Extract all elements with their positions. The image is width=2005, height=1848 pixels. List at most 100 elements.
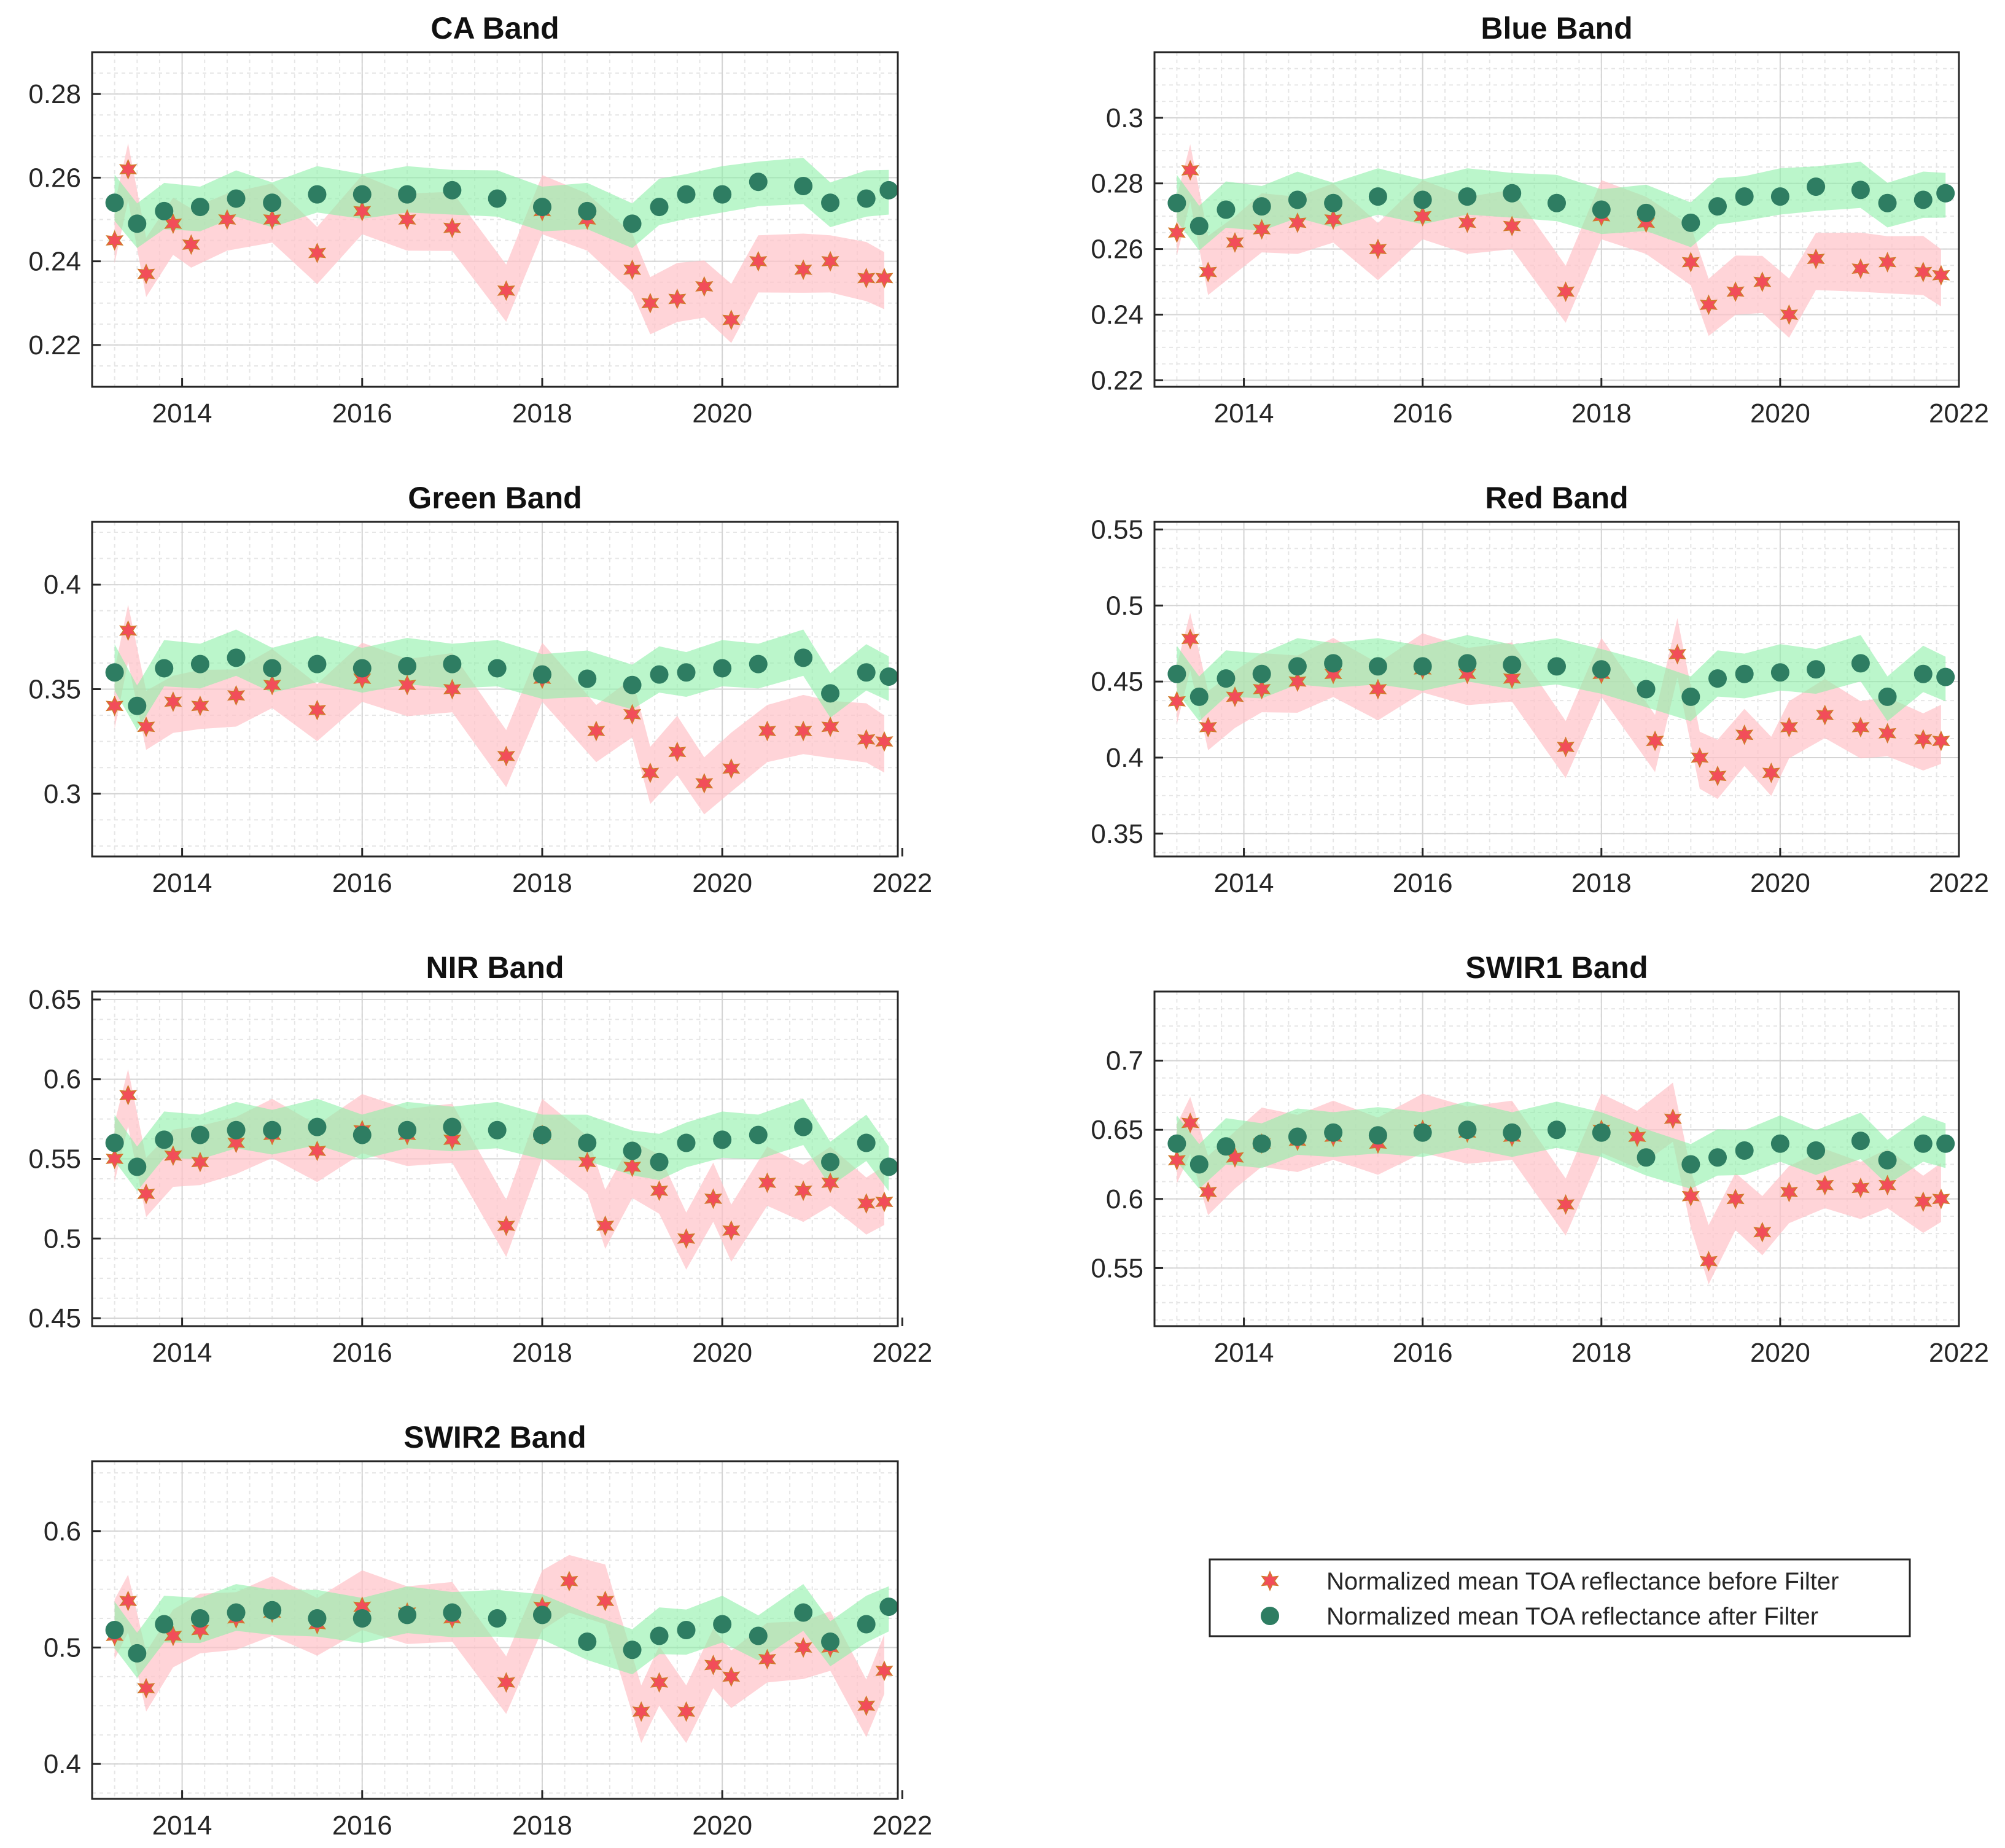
before-filter-point	[106, 1148, 124, 1170]
before-filter-point	[191, 1151, 209, 1173]
after-filter-point	[443, 1117, 462, 1136]
after-filter-point	[1548, 657, 1566, 676]
before-filter-point	[722, 1666, 741, 1687]
y-tick-label: 0.7	[1106, 1046, 1143, 1076]
after-filter-point	[398, 1120, 417, 1139]
after-filter-point	[1851, 654, 1870, 673]
panel-green-band: 2014 2016 2018 2020 2022 0.3 0.35 0.4 Green Band	[28, 481, 932, 898]
before-filter-point	[1851, 716, 1870, 738]
after-filter-point	[713, 1130, 732, 1149]
before-filter-point	[1167, 691, 1186, 712]
after-filter-point	[1770, 1134, 1789, 1153]
before-filter-point	[1664, 1108, 1682, 1130]
before-filter-point	[1807, 248, 1825, 270]
before-filter-point	[1199, 1181, 1217, 1203]
after-filter-point	[821, 193, 840, 212]
after-filter-point	[1252, 664, 1271, 683]
after-filter-point	[578, 1133, 597, 1152]
before-filter-point	[857, 1695, 876, 1717]
before-filter-point	[1288, 671, 1307, 692]
before-filter-point	[1628, 1126, 1646, 1147]
after-filter-point	[1914, 664, 1933, 683]
before-filter-point	[1199, 716, 1217, 738]
x-tick-label: 2014	[1214, 398, 1274, 429]
after-filter-point	[1770, 187, 1789, 206]
x-tick-label: 2020	[692, 398, 752, 429]
after-filter-point	[1413, 1123, 1432, 1142]
after-filter-point	[821, 1152, 840, 1171]
legend-box	[1209, 1558, 1911, 1637]
after-filter-point	[1458, 654, 1477, 673]
before-filter-point	[722, 309, 741, 330]
before-filter-point	[137, 716, 155, 737]
before-filter-point	[1851, 258, 1870, 279]
x-tick-label: 2022	[872, 868, 932, 898]
before-filter-point	[1199, 262, 1217, 282]
legend: Normalized mean TOA reflectance before F…	[1209, 1558, 1911, 1637]
after-filter-point	[155, 1615, 174, 1634]
after-filter-point	[1288, 1127, 1307, 1146]
after-filter-point	[1878, 687, 1897, 706]
after-filter-point	[1681, 687, 1700, 706]
x-tick-label: 2014	[152, 868, 212, 898]
panel-red-band: 2014 2016 2018 2020 2022 0.35 0.4 0.45 0.5 0.55 Re…	[1091, 481, 1989, 898]
y-tick-label: 0.35	[28, 675, 81, 705]
before-filter-point	[1708, 765, 1727, 786]
legend-before-label: Normalized mean TOA reflectance before F…	[1326, 1568, 1839, 1595]
before-filter-point	[353, 201, 372, 222]
after-filter-point	[352, 1609, 372, 1628]
before-filter-point	[1816, 704, 1834, 726]
after-filter-point	[398, 657, 417, 676]
x-tick-label: 2018	[512, 1338, 572, 1368]
after-filter-point	[1413, 190, 1432, 209]
after-filter-point	[1592, 660, 1611, 679]
before-filter-point	[704, 1655, 723, 1675]
before-filter-point	[106, 230, 124, 251]
panel-swir1-band: 2014 2016 2018 2020 2022 0.55 0.6 0.65 0.7 SWIR1 …	[1091, 950, 1989, 1368]
y-tick-label: 0.6	[1106, 1184, 1143, 1214]
after-filter-point	[1368, 1126, 1387, 1145]
before-filter-point	[1181, 1112, 1199, 1133]
before-filter-point	[641, 292, 660, 314]
x-tick-label: 2014	[1214, 1338, 1274, 1368]
after-filter-point	[1878, 1151, 1897, 1170]
x-tick-label: 2020	[692, 868, 752, 898]
after-filter-point	[857, 1133, 876, 1152]
after-filter-point	[128, 1157, 147, 1176]
x-tick-label: 2016	[1393, 1338, 1453, 1368]
before-filter-point	[119, 1084, 138, 1106]
after-filter-point	[443, 1603, 462, 1622]
after-filter-point	[1936, 184, 1955, 203]
before-filter-point	[1253, 219, 1271, 240]
before-filter-point	[1226, 686, 1244, 707]
after-filter-point	[677, 1621, 696, 1639]
x-tick-label: 2022	[872, 1811, 932, 1841]
after-filter-point	[1252, 197, 1271, 216]
after-filter-point	[1708, 1148, 1727, 1167]
after-filter-point	[398, 185, 417, 204]
after-filter-point	[488, 1609, 507, 1628]
before-filter-point	[875, 731, 893, 752]
y-tick-label: 0.55	[1091, 1253, 1143, 1283]
axes-frame	[1153, 521, 1960, 858]
x-tick-label: 2016	[332, 398, 392, 429]
before-filter-point	[1753, 271, 1772, 292]
y-tick-label: 0.28	[28, 79, 81, 109]
after-filter-point	[308, 1117, 327, 1136]
y-tick-label: 0.6	[44, 1065, 81, 1095]
after-filter-band	[114, 629, 889, 731]
after-filter-point	[1252, 1134, 1271, 1153]
after-filter-point	[794, 648, 813, 667]
before-filter-point	[677, 1701, 696, 1722]
x-tick-label: 2020	[1750, 398, 1810, 429]
after-filter-point	[398, 1605, 417, 1625]
after-filter-point	[1735, 664, 1754, 683]
y-tick-label: 0.3	[44, 779, 81, 809]
before-filter-point	[1181, 160, 1199, 181]
x-tick-label: 2022	[1929, 868, 1989, 898]
panel-blue-band: 2014 2016 2018 2020 2022 0.22 0.24 0.26 0.28 0.3 B…	[1091, 11, 1989, 429]
after-filter-point	[879, 1598, 898, 1617]
after-filter-point	[623, 675, 642, 694]
before-filter-point	[758, 1648, 777, 1670]
after-filter-point	[879, 667, 898, 686]
